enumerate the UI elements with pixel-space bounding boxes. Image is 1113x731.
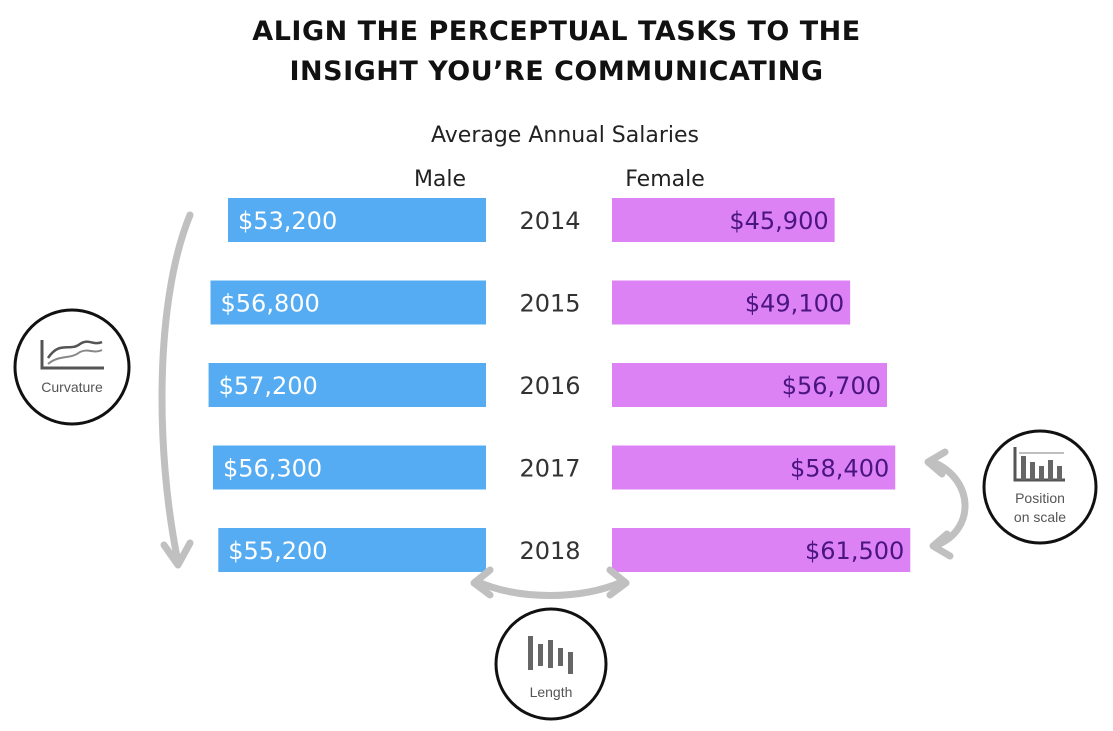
- bar-chart-baseline-icon: [1013, 447, 1065, 482]
- year-label-2014: 2014: [519, 207, 580, 235]
- chart-title: Average Annual Salaries: [431, 123, 699, 148]
- curvature-badge-label: Curvature: [41, 379, 103, 395]
- male-value-label-2014: $53,200: [238, 207, 337, 235]
- year-label-2015: 2015: [519, 290, 580, 318]
- curvature-badge: Curvature: [13, 308, 131, 426]
- female-value-label-2014: $45,900: [729, 207, 828, 235]
- bars-group: $53,200 $45,900 2014 $56,800 $49,100 2015 $57,…: [208, 198, 911, 572]
- male-value-label-2017: $56,300: [223, 455, 322, 483]
- female-bar-2014: [612, 198, 835, 242]
- female-value-label-2017: $58,400: [790, 455, 889, 483]
- female-bar-2018: [612, 528, 911, 572]
- headline: ALIGN THE PERCEPTUAL TASKS TO THE INSIGH…: [0, 12, 1113, 92]
- vertical-bars-icon: [528, 636, 573, 674]
- position-badge-label-line-1: Position: [1015, 490, 1065, 506]
- position-badge-label-line-2: on scale: [1014, 509, 1066, 525]
- male-bar-2014: [227, 198, 487, 242]
- female-bar-2015: [612, 280, 851, 325]
- male-bar-2017: [212, 445, 486, 490]
- female-bar-2017: [612, 445, 896, 490]
- position-badge-circle: [982, 429, 1098, 545]
- female-value-label-2015: $49,100: [745, 290, 844, 318]
- length-arrowhead-left: [470, 566, 494, 599]
- year-label-2018: 2018: [519, 537, 580, 565]
- female-value-label-2018: $61,500: [805, 537, 904, 565]
- line-chart-icon: [40, 340, 104, 370]
- female-bar-2016: [612, 363, 887, 407]
- headline-line-2: INSIGHT YOU’RE COMMUNICATING: [289, 56, 824, 87]
- length-badge-label: Length: [530, 684, 573, 700]
- length-arrow: [474, 578, 626, 599]
- year-label-2016: 2016: [519, 372, 580, 400]
- male-bar-2016: [208, 363, 486, 407]
- curvature-arrowhead: [160, 539, 194, 569]
- male-value-label-2015: $56,800: [221, 290, 320, 318]
- length-arrowhead-right: [606, 566, 630, 599]
- male-series-header: Male: [414, 167, 466, 192]
- year-label-2017: 2017: [519, 455, 580, 483]
- curvature-arrow: [158, 211, 194, 566]
- headline-line-1: ALIGN THE PERCEPTUAL TASKS TO THE: [252, 16, 861, 47]
- male-bar-2015: [210, 280, 486, 325]
- position-arrowhead-bottom: [929, 530, 954, 560]
- female-value-label-2016: $56,700: [782, 372, 881, 400]
- male-value-label-2016: $57,200: [219, 372, 318, 400]
- male-bar-2018: [218, 528, 486, 572]
- length-badge: Length: [494, 607, 608, 721]
- female-series-header: Female: [625, 167, 705, 192]
- position-arrow: [929, 458, 969, 549]
- male-value-label-2018: $55,200: [228, 537, 327, 565]
- position-badge: Position on scale: [982, 429, 1098, 545]
- position-arrowhead-top: [924, 448, 949, 478]
